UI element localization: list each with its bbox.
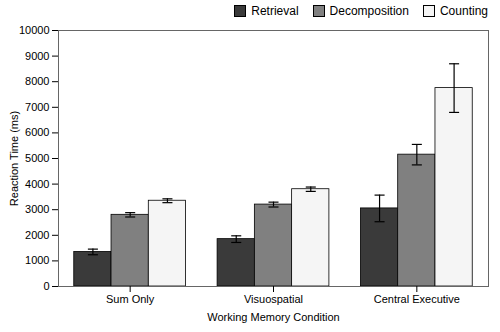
svg-text:9000: 9000 bbox=[25, 50, 49, 62]
svg-text:Visuospatial: Visuospatial bbox=[244, 293, 303, 305]
svg-text:1000: 1000 bbox=[25, 254, 49, 266]
svg-text:2000: 2000 bbox=[25, 229, 49, 241]
svg-text:3000: 3000 bbox=[25, 203, 49, 215]
html-text:Counting: Counting bbox=[440, 4, 488, 18]
svg-text:Working Memory Condition: Working Memory Condition bbox=[207, 311, 339, 323]
svg-text:Central Executive: Central Executive bbox=[374, 293, 460, 305]
svg-text:7000: 7000 bbox=[25, 101, 49, 113]
svg-text:10000: 10000 bbox=[19, 24, 50, 36]
html-text:Retrieval: Retrieval bbox=[251, 4, 299, 18]
svg-text:5000: 5000 bbox=[25, 152, 49, 164]
svg-text:4000: 4000 bbox=[25, 178, 49, 190]
svg-text:8000: 8000 bbox=[25, 75, 49, 87]
svg-text:6000: 6000 bbox=[25, 126, 49, 138]
html-text:Decomposition: Decomposition bbox=[329, 4, 409, 18]
svg-text:Sum Only: Sum Only bbox=[106, 293, 155, 305]
svg-text:0: 0 bbox=[43, 280, 49, 292]
svg-text:Reaction Time (ms): Reaction Time (ms) bbox=[8, 111, 20, 206]
